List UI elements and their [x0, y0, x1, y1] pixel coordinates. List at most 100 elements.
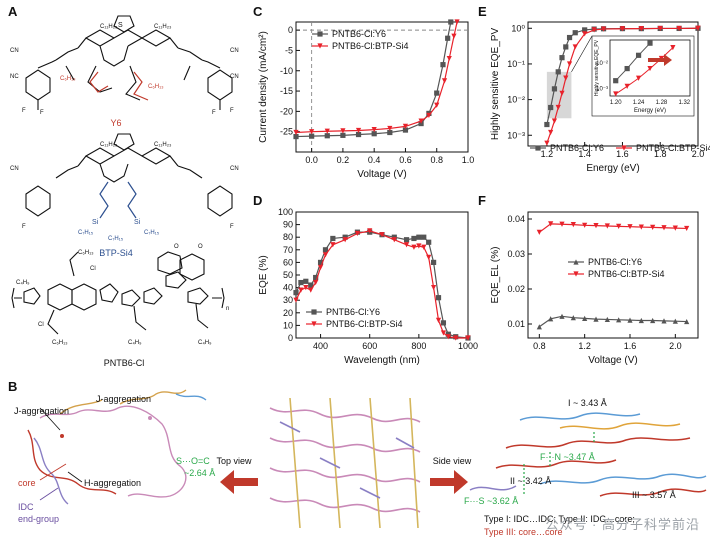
- inset-y-tick-label: 10⁻³: [596, 86, 608, 92]
- y-tick-label-C: -10: [280, 66, 293, 76]
- side-view-molecules: [469, 412, 707, 497]
- svg-text:C₇H₁₅: C₇H₁₅: [144, 230, 160, 236]
- data-point-E-0: [559, 55, 565, 61]
- data-point-F-0: [582, 315, 588, 321]
- series-F-1: [536, 221, 690, 235]
- data-point-F-1: [650, 224, 656, 230]
- x-tick-label-E: 1.8: [654, 149, 667, 159]
- inset-data-point: [624, 65, 630, 72]
- inset-shift-arrow: [648, 54, 672, 66]
- inset-series-line: [615, 42, 651, 82]
- plot-frame-E: [527, 21, 699, 147]
- data-point-C-1: [355, 127, 362, 134]
- legend-label-E: PNTB6-Cl:BTP-Si4: [636, 143, 710, 153]
- center-crystal-lattice: [269, 397, 421, 529]
- series-F-0: [536, 313, 690, 330]
- series-line-D-1: [295, 230, 468, 339]
- axes-C: 0.0 0.2 0.4 0.6 0.8 1.0 0 -5 -10 -15 -20 -25 Voltage…: [258, 21, 474, 180]
- inset-x-tick-label: 1.20: [610, 100, 622, 106]
- svg-text:C₆H₁₃: C₆H₁₃: [60, 76, 76, 82]
- data-point-D-0: [431, 259, 437, 265]
- x-tick-label-E: 2.0: [692, 149, 705, 159]
- y-tick-label-C: -5: [285, 45, 293, 55]
- inset-background: [591, 35, 695, 117]
- inset-frame: [609, 39, 691, 97]
- data-point-D-0: [330, 235, 336, 242]
- data-point-D-0: [411, 235, 417, 242]
- x-tick-label-C: 0.8: [430, 155, 443, 165]
- data-point-F-0: [548, 316, 554, 322]
- data-point-D-0: [421, 234, 427, 240]
- y-tick-label-F: 0.01: [507, 319, 525, 329]
- svg-text:F: F: [212, 110, 216, 116]
- legend-label-F: PNTB6-Cl:BTP-Si4: [588, 269, 665, 279]
- data-point-C-1: [426, 112, 432, 119]
- svg-text:Si: Si: [92, 219, 99, 226]
- data-point-D-1: [421, 244, 427, 250]
- y-tick-label-D: 30: [283, 295, 293, 305]
- data-point-F-1: [616, 223, 622, 229]
- svg-text:C₄H₉: C₄H₉: [16, 280, 30, 286]
- series-D-1: [293, 228, 471, 341]
- x-tick-label-F: 1.2: [578, 341, 591, 351]
- label-top-view: Top view: [216, 456, 252, 466]
- inset-connector-line: [571, 35, 593, 73]
- data-point-F-1: [593, 223, 599, 229]
- data-point-D-0: [403, 237, 410, 243]
- data-point-D-1: [416, 243, 422, 249]
- panel-label-f: F: [478, 193, 486, 208]
- y-axis-label-E: Highly sensitive EQE_PV: [490, 28, 501, 141]
- pointer-idc: [39, 487, 59, 501]
- data-point-E-1: [563, 75, 569, 81]
- btp-si4-name: BTP-Si4: [99, 248, 133, 258]
- inset-E: 1.20 1.24 1.28 1.32 10⁻³ 10⁻² Energy (eV) Highl…: [591, 35, 695, 117]
- inset-x-tick-label: 1.28: [656, 100, 668, 106]
- panel-label-d: D: [253, 193, 263, 208]
- data-point-F-0: [536, 324, 542, 330]
- panel-label-e: E: [478, 4, 487, 19]
- y-tick-label-F: 0.03: [507, 249, 525, 259]
- data-point-D-0: [435, 295, 442, 301]
- panel-b-aggregation: J-aggregation J-aggregation H-aggregatio…: [14, 389, 707, 537]
- data-point-C-1: [293, 129, 299, 136]
- y-tick-label-D: 70: [283, 245, 293, 255]
- svg-text:C₇H₁₅: C₇H₁₅: [108, 236, 124, 242]
- svg-text:CN: CN: [10, 48, 19, 54]
- legend-swatch-marker-C: [317, 43, 323, 49]
- data-point-D-1: [426, 254, 432, 260]
- legend-C: PNTB6-Cl:Y6 PNTB6-Cl:BTP-Si4: [312, 29, 409, 51]
- x-tick-label-D: 600: [362, 341, 377, 351]
- data-point-F-1: [559, 221, 565, 227]
- y-tick-label-F: 0.02: [507, 284, 525, 294]
- svg-text:C₁₁H₂₃: C₁₁H₂₃: [154, 142, 172, 148]
- data-point-E-0: [572, 30, 578, 36]
- data-point-F-1: [582, 222, 588, 228]
- data-point-C-0: [445, 35, 451, 41]
- series-line-F-1: [538, 223, 687, 233]
- y-tick-label-E: 10⁻¹: [507, 59, 525, 69]
- y-tick-label-D: 100: [278, 207, 293, 217]
- data-point-C-0: [387, 129, 393, 136]
- data-point-E-1: [676, 25, 682, 32]
- series-line-E-1: [546, 27, 699, 144]
- svg-text:CN: CN: [230, 74, 239, 80]
- y6-name: Y6: [110, 118, 121, 128]
- svg-text:F: F: [40, 110, 44, 116]
- legend-label-C: PNTB6-Cl:BTP-Si4: [332, 41, 409, 51]
- inset-x-tick-label: 1.32: [678, 100, 690, 106]
- data-point-C-0: [434, 90, 440, 96]
- y-tick-label-E: 10⁻³: [507, 130, 525, 140]
- svg-text:NC: NC: [10, 74, 19, 80]
- label-ii-distance: II ~ 3.42 Å: [510, 476, 551, 486]
- data-point-C-1: [454, 19, 460, 25]
- x-tick-label-F: 0.8: [533, 341, 546, 351]
- data-point-E-1: [555, 104, 561, 111]
- data-point-C-1: [309, 129, 315, 135]
- data-point-C-0: [293, 133, 299, 140]
- data-point-E-1: [559, 90, 565, 96]
- data-point-F-0: [570, 315, 576, 321]
- highlight-region: [546, 71, 572, 119]
- data-point-E-1: [657, 25, 663, 32]
- label-s-o-interaction: S···O=C: [176, 456, 210, 466]
- x-tick-label-C: 0.2: [337, 155, 350, 165]
